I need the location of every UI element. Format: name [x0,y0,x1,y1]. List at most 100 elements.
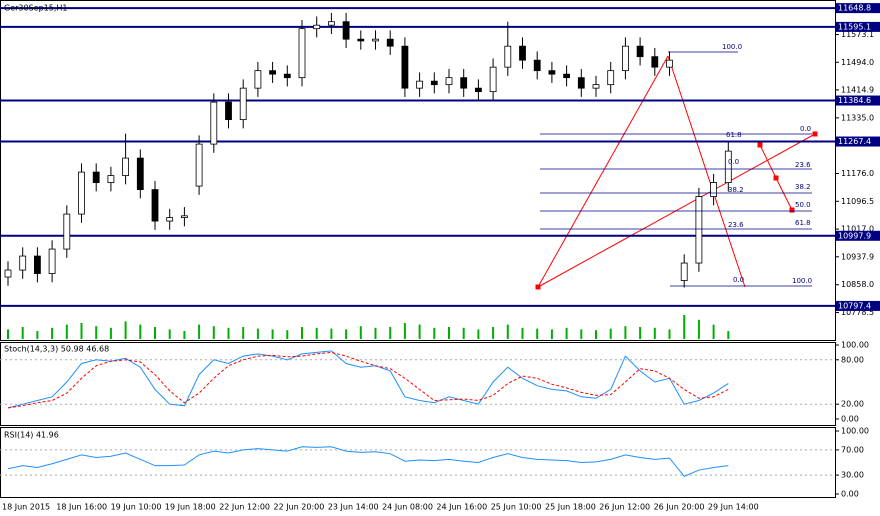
x-tick-label: 19 Jun 18:00 [165,503,216,512]
anchor [757,142,763,148]
y-tick-label: 0.00 [841,415,859,424]
x-tick-label: 25 Jun 18:00 [545,503,596,512]
candle-body [4,269,12,278]
candle-body [680,262,688,281]
indicator-line [7,351,729,409]
level-label-box [836,230,880,241]
candle-body [151,189,159,222]
anchor [535,284,541,290]
candle-body [724,150,732,183]
candle-body [386,38,394,47]
level-label: 11384.6 [838,96,871,105]
x-tick-label: 22 Jun 12:00 [219,503,270,512]
trend-line [537,55,669,288]
indicator-line [7,350,729,409]
fib-label: 0.0 [733,276,744,284]
main-frame [0,0,836,341]
y-tick-label: 11176.0 [841,169,874,178]
candle-body [695,196,703,264]
candle-body [136,157,144,190]
candle-body [533,59,541,72]
fib-label: 38.2 [728,186,744,194]
candle-body [416,80,424,89]
anchor [773,175,779,181]
fib-label: 100.0 [792,277,812,285]
candle-body [607,70,615,86]
anchor [789,207,795,213]
candle-body [563,73,570,79]
candle-body [651,56,659,68]
candle-body [622,45,629,72]
fib-label: 0.0 [728,158,739,166]
level-label: 10997.9 [838,231,871,240]
candle-body [519,45,526,61]
candle-body [372,38,379,42]
panel-title: Stoch(14,3,3) 50.98 46.68 [4,345,109,354]
candle-body [48,248,56,274]
y-tick-label: 10858.0 [841,280,874,289]
level-label: 11648.8 [838,4,871,13]
candle-body [283,73,291,79]
x-tick-label: 26 Jun 20:00 [654,503,705,512]
y-tick-label: 100.00 [841,341,869,350]
chart-title: Ger30Sep15,H1 [4,4,68,13]
y-tick-label: 10937.9 [841,252,874,261]
candle-body [195,143,203,187]
y-tick-label: 30.00 [841,471,864,480]
trend-lines [535,55,818,290]
y-tick-label: 11096.5 [841,197,874,206]
candle-body [504,45,512,68]
y-tick-label: 0.00 [841,490,859,499]
candle-body [63,213,71,250]
candle-body [210,101,218,145]
candle-body [327,21,335,26]
candle-body [239,87,247,121]
x-tick-label: 24 Jun 16:00 [436,503,487,512]
y-tick-label: 20.00 [841,400,864,409]
x-tick-label: 24 Jun 08:00 [382,503,433,512]
y-tick-label: 11335.0 [841,113,874,122]
x-tick-label: 23 Jun 14:00 [328,503,379,512]
candle-body [313,24,321,30]
fib-label: 61.8 [795,219,811,227]
y-tick-label: 11573.1 [841,30,874,39]
level-label: 10797.4 [838,301,871,310]
y-tick-label: 80.00 [841,355,864,364]
fib-label: 38.2 [795,183,811,191]
candle-body [474,87,482,93]
x-tick-label: 25 Jun 10:00 [491,503,542,512]
candle-body [489,66,497,93]
candle-body [710,182,717,197]
candle-body [225,101,232,121]
level-label: 11595.1 [838,22,871,31]
candle-body [460,77,468,89]
candle-body [636,45,644,58]
level-label-box [836,95,880,106]
candle-body [401,45,409,89]
level-label-box [836,21,880,32]
fib-label: 0.0 [800,125,811,133]
y-tick-label: 11414.9 [841,85,874,94]
stoch-frame [0,342,836,426]
x-tick-label: 18 Jun 16:00 [56,503,107,512]
x-tick-label: 18 Jun 2015 [2,503,50,512]
candle-body [19,255,27,271]
rsi-frame [0,427,836,498]
fib-label: 23.6 [795,161,811,169]
level-label-box [836,300,880,311]
x-tick-label: 26 Jun 12:00 [599,503,650,512]
level-label-box [836,3,880,14]
y-tick-label: 10778.5 [841,308,874,317]
y-tick-label: 11494.0 [841,58,874,67]
trend-line [537,133,816,288]
trend-line [667,55,746,288]
candle-body [430,80,438,86]
anchor [812,131,818,137]
candle-body [577,77,585,89]
fib-label: 100.0 [722,43,742,51]
fib-label: 23.6 [728,221,744,229]
candle-body [548,70,556,75]
candle-body [298,28,306,79]
panel-title: RSI(14) 41.96 [4,431,59,440]
